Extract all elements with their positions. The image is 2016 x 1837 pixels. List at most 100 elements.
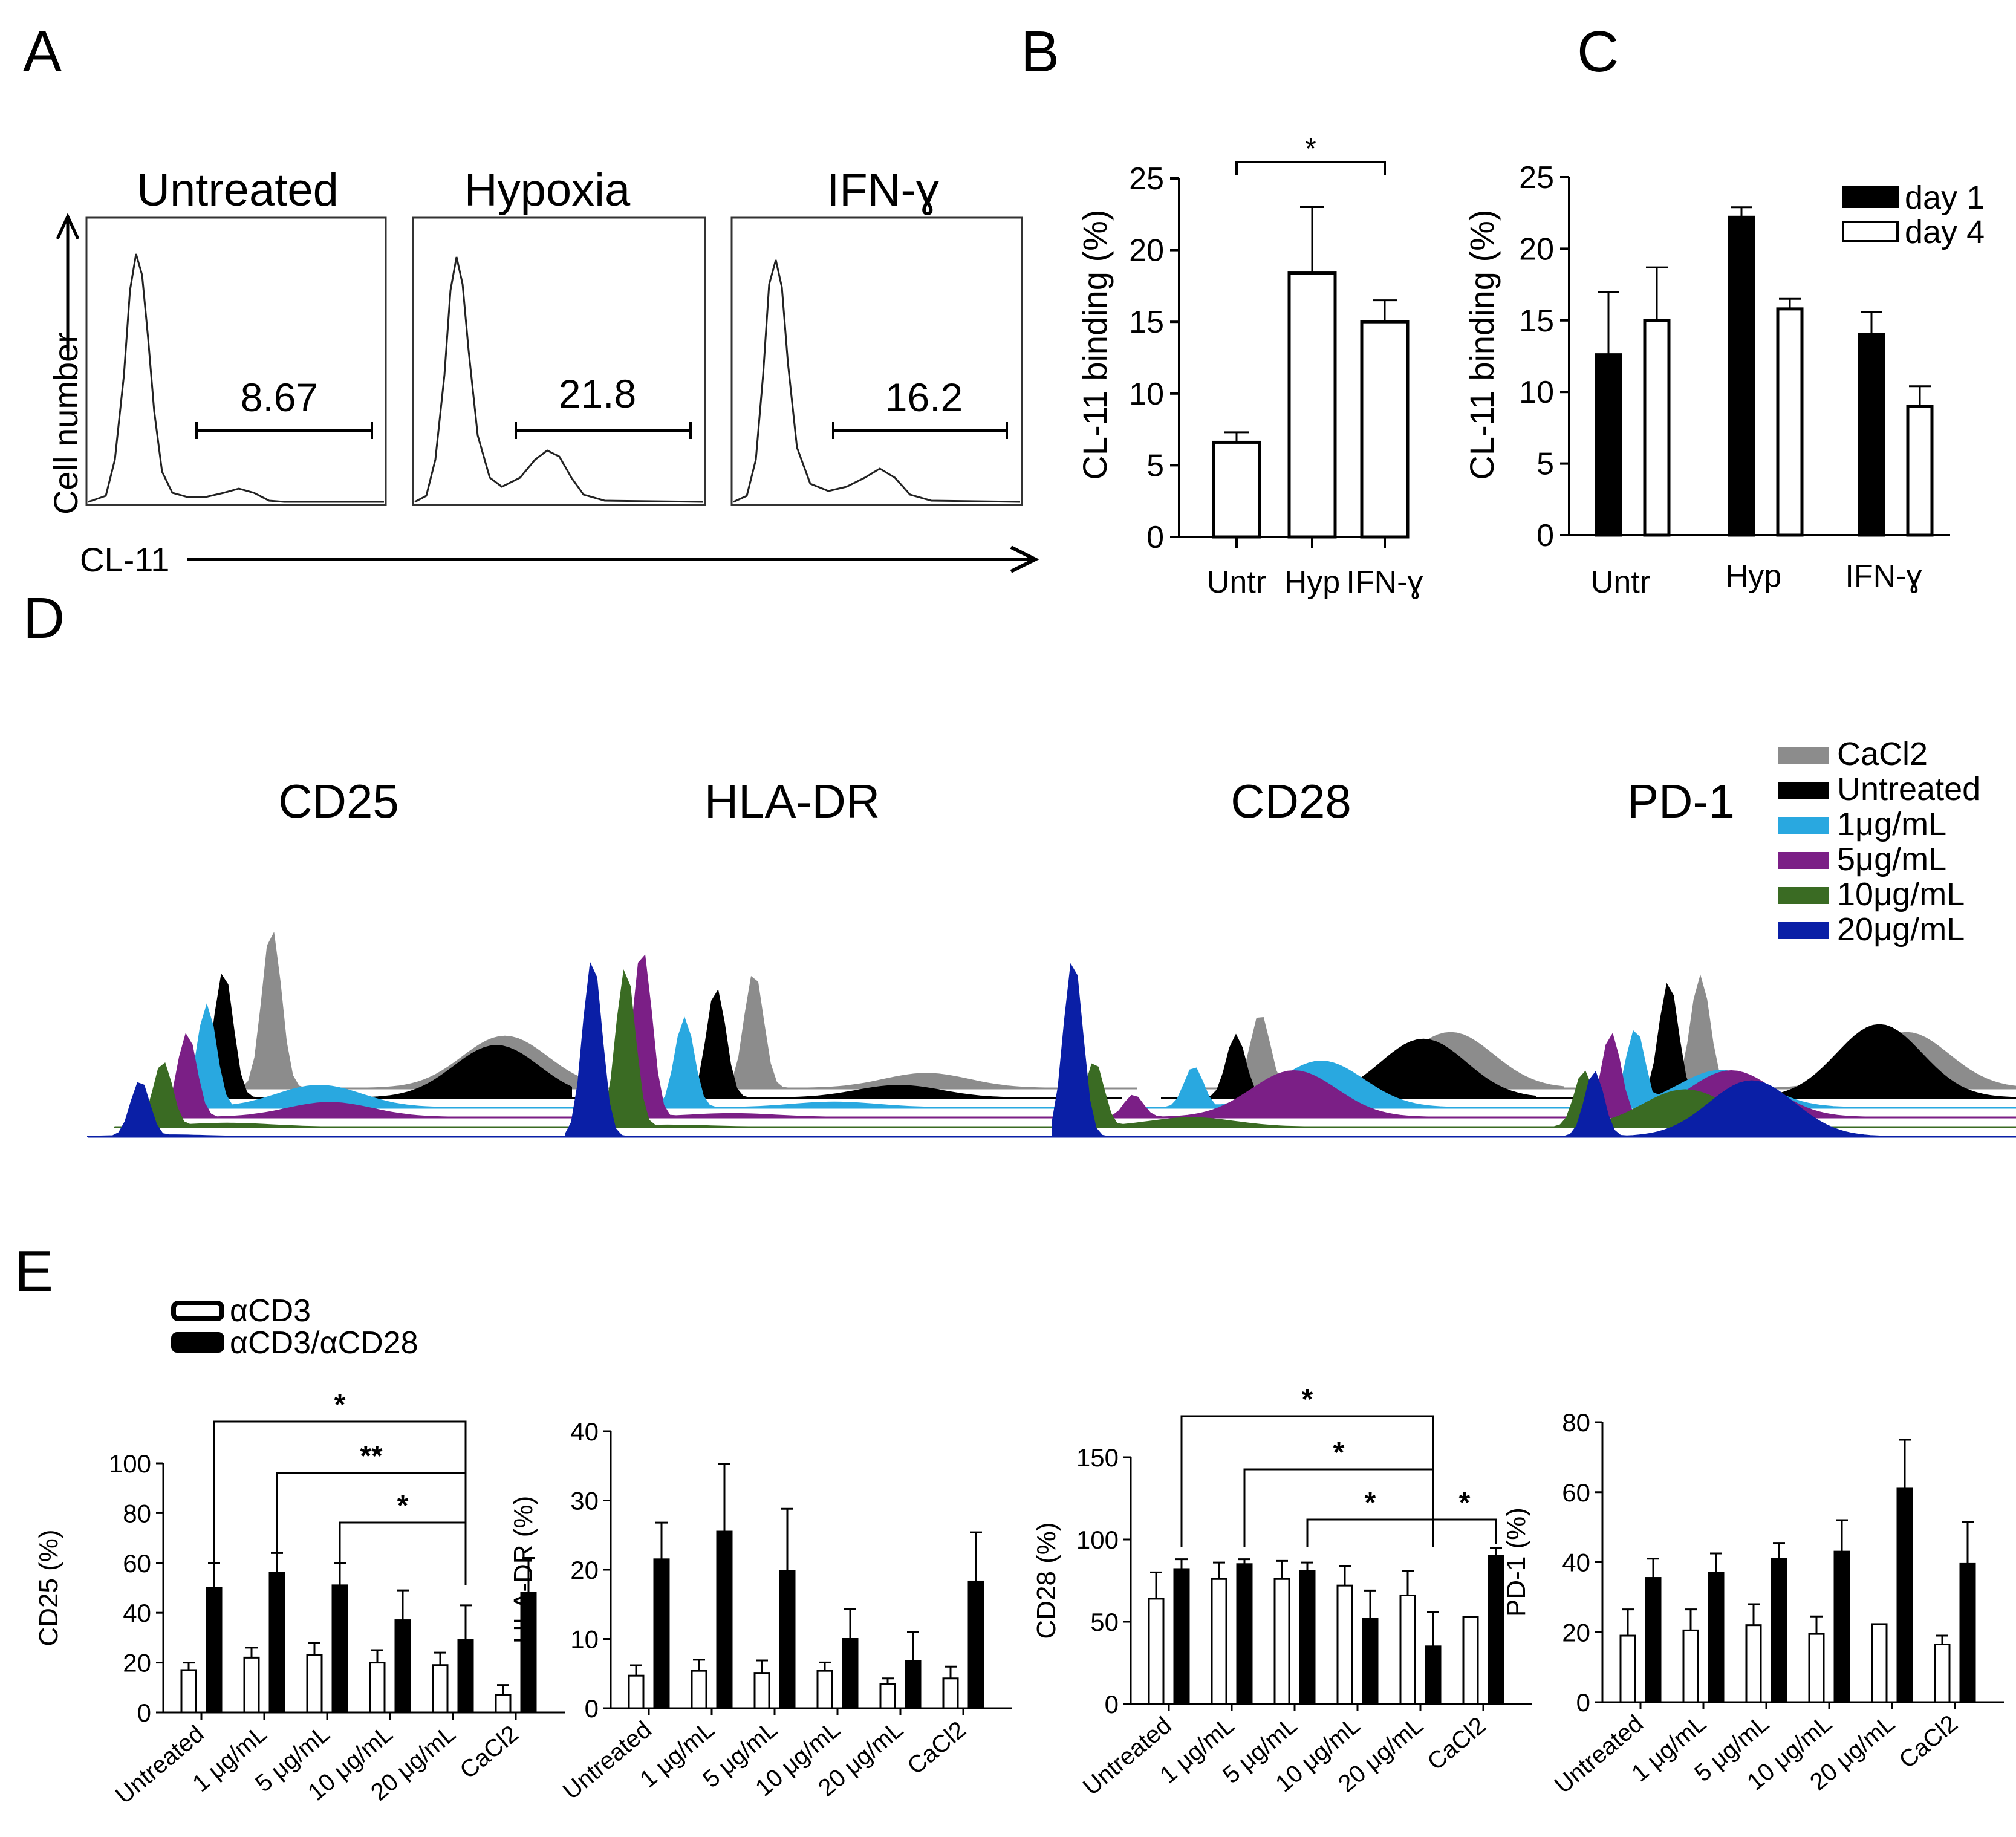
bar	[653, 1558, 670, 1709]
error-bar	[819, 1661, 831, 1671]
y-tick-label: 25	[1129, 161, 1164, 197]
significance-label: **	[360, 1440, 383, 1472]
bar	[1682, 1629, 1699, 1703]
significance-bracket	[276, 1472, 467, 1585]
bar	[716, 1530, 733, 1709]
error-bar	[1836, 1519, 1848, 1552]
significance-label: *	[397, 1490, 409, 1522]
bar	[243, 1656, 260, 1714]
bar	[1833, 1550, 1850, 1703]
bar	[905, 1660, 922, 1709]
bar	[1595, 353, 1622, 537]
gate-bar	[832, 422, 1008, 439]
bar	[753, 1672, 770, 1709]
overlay-histogram-1: CD25	[87, 775, 659, 1138]
bar	[1745, 1624, 1762, 1703]
axes	[162, 1463, 565, 1714]
error-bar	[1224, 431, 1249, 443]
bar	[1273, 1578, 1290, 1705]
significance-bracket	[339, 1521, 467, 1585]
bar	[1399, 1594, 1416, 1705]
bar	[1148, 1598, 1165, 1705]
y-axis-label: CL-11 binding (%)	[1076, 209, 1114, 480]
bars	[1595, 206, 1934, 537]
bar	[967, 1580, 984, 1709]
panel-b-chart: CL-11 binding (%) 0 5 10 15 20 25 Untr Hyp IFN-…	[1076, 133, 1423, 600]
legend-swatch-day-4	[1842, 221, 1899, 242]
y-tick-label: 5	[1146, 448, 1164, 483]
legend-swatch	[1778, 922, 1829, 939]
overlay-histogram-2: HLA-DR	[565, 775, 1137, 1138]
y-tick-label: 20	[1519, 232, 1554, 267]
x-tick-label: IFN-ɣ	[1845, 559, 1922, 594]
error-bar	[1861, 311, 1882, 335]
y-tick-label: 0	[1576, 1688, 1590, 1717]
legend-label-acd3: αCD3	[230, 1293, 311, 1328]
y-tick-label: 40	[1562, 1549, 1590, 1577]
error-bar	[655, 1521, 668, 1559]
significance-label: *	[1305, 133, 1316, 165]
histogram-frame	[412, 216, 706, 506]
x-tick-label: Untreated	[1550, 1710, 1648, 1799]
y-axis-label: CD25 (%)	[34, 1529, 63, 1646]
error-bar	[1150, 1571, 1162, 1599]
y-tick-label: 80	[1562, 1408, 1590, 1437]
histogram-title: Hypoxia	[464, 164, 631, 216]
panel-letter-c: C	[1577, 19, 1619, 84]
error-bar	[1810, 1615, 1823, 1634]
error-bar	[718, 1463, 730, 1532]
histogram-title: IFN-ɣ	[827, 164, 939, 216]
axes	[1178, 178, 1397, 538]
bar	[180, 1669, 197, 1714]
y-tick-label: 0	[585, 1694, 599, 1723]
error-bar	[1364, 1589, 1376, 1619]
error-bar	[1276, 1559, 1288, 1579]
histogram-hypoxia: Hypoxia 21.8	[412, 164, 706, 506]
legend-label: CaCl2	[1837, 736, 1928, 772]
y-tick-label: 100	[1076, 1526, 1119, 1554]
histogram-curve	[414, 256, 704, 503]
y-tick-label: 20	[570, 1556, 599, 1584]
panel-letter-e: E	[15, 1239, 53, 1304]
x-tick-label: Untreated	[1078, 1712, 1177, 1801]
legend-label: 5μg/mL	[1837, 841, 1946, 877]
x-tick-label: CaCl2	[1894, 1710, 1962, 1774]
legend-label-acd3-acd28: αCD3/αCD28	[230, 1325, 418, 1361]
y-axis-ticks: 0 5 10 15 20 25	[1129, 161, 1179, 555]
bar	[1299, 1570, 1316, 1705]
legend-label: 20μg/mL	[1837, 911, 1965, 948]
axes	[1568, 177, 1950, 536]
histogram-title: CD28	[1231, 775, 1351, 828]
bars	[1212, 206, 1410, 539]
panel-d: CD25 HLA-DR CD28 PD-1 CaCl2Untreated1μg/mL5…	[87, 736, 2016, 1138]
x-tick-label: IFN-ɣ	[1346, 565, 1423, 600]
legend-label-day-1: day 1	[1905, 180, 1985, 216]
legend-swatch-acd3-acd28	[171, 1332, 224, 1353]
error-bar	[1646, 266, 1668, 320]
bar	[1287, 271, 1337, 539]
significance-bracket	[1306, 1518, 1434, 1547]
error-bar	[781, 1507, 793, 1572]
error-bar	[1339, 1565, 1351, 1586]
error-bar	[497, 1684, 509, 1696]
y-axis-label: Cell number	[47, 332, 85, 515]
x-tick-label: CaCl2	[455, 1720, 523, 1784]
panel-a: Untreated 8.67 Hypoxia 21.8 IFN-ɣ 16.2 C…	[47, 164, 1039, 579]
significance-label: *	[334, 1389, 346, 1421]
bar	[1858, 333, 1885, 537]
gate-value: 16.2	[885, 375, 963, 420]
bar	[1934, 1644, 1951, 1703]
bar	[495, 1694, 512, 1714]
error-bar	[1622, 1608, 1634, 1636]
panel-letter-b: B	[1021, 19, 1059, 84]
bar	[1728, 215, 1755, 537]
bar	[1959, 1562, 1976, 1703]
legend-label: Untreated	[1837, 771, 1980, 807]
y-axis-label: CD28 (%)	[1032, 1522, 1061, 1639]
y-tick-label: 10	[1519, 375, 1554, 410]
x-axis-label: CL-11	[80, 541, 169, 579]
y-tick-label: 15	[1129, 305, 1164, 340]
bar	[1362, 1618, 1379, 1705]
